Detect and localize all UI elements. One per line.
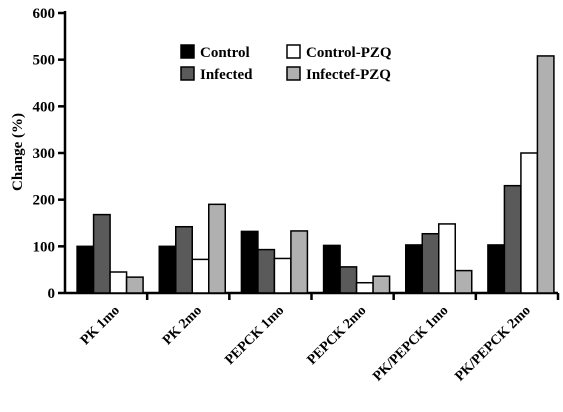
bar-infectef-pzq [125, 276, 144, 294]
y-tick-label: 300 [33, 146, 56, 162]
y-tick-label: 200 [33, 193, 56, 209]
bars-layer [76, 55, 555, 294]
bar-control-pzq [438, 223, 456, 294]
bar-infectef-pzq [372, 275, 391, 294]
legend-label: Control [200, 45, 250, 61]
legend-swatch [180, 66, 195, 81]
bar-control [76, 245, 95, 294]
x-tick-label: PK 1mo [78, 303, 123, 348]
x-tick-label: PK 2mo [160, 303, 205, 348]
y-tick-label: 500 [33, 53, 56, 69]
bar-infected [175, 225, 193, 294]
legend-swatch [286, 66, 301, 81]
bar-control [405, 244, 423, 294]
legend-label: Control-PZQ [306, 45, 392, 61]
bar-control-pzq [191, 258, 210, 294]
bar-infected [421, 232, 440, 294]
y-tick-label: 600 [33, 6, 56, 22]
bar-infectef-pzq [536, 55, 555, 294]
bar-infected [503, 184, 522, 294]
legend-swatch [180, 44, 195, 59]
bar-infected [257, 248, 276, 294]
bar-control [158, 245, 177, 294]
bar-control-pzq [273, 257, 292, 294]
bar-control-pzq [520, 152, 539, 294]
x-tick-label: PK/PEPCK 1mo [370, 303, 451, 384]
legend-label: Infected [200, 67, 253, 83]
bar-infectef-pzq [454, 269, 473, 294]
bar-infected [339, 266, 358, 294]
legend-label: Infectef-PZQ [306, 67, 391, 83]
x-tick-label: PEPCK 2mo [305, 303, 370, 368]
y-tick-label: 400 [33, 99, 56, 115]
y-tick-label: 0 [48, 286, 56, 302]
bar-control [487, 244, 506, 294]
x-tick-label: PK/PEPCK 2mo [452, 303, 533, 384]
x-tick-label: PEPCK 1mo [222, 303, 287, 368]
bar-infected [92, 213, 111, 294]
legend-swatch [286, 44, 301, 59]
x-axis: PK 1mo PK 2mo PEPCK 1mo PEPCK 2mo PK/PEPCK 1… [65, 291, 560, 384]
y-axis: 0 100 200 300 400 500 600 [33, 6, 67, 302]
y-axis-title: Change (%) [10, 113, 26, 191]
bar-control-pzq [355, 281, 374, 294]
bar-infectef-pzq [208, 203, 226, 294]
bar-control [240, 230, 259, 294]
bar-control [322, 244, 341, 294]
legend: Control Infected Control-PZQ Infectef-PZQ [180, 44, 392, 83]
bar-infectef-pzq [290, 230, 309, 294]
bar-control-pzq [109, 271, 128, 294]
y-tick-label: 100 [33, 239, 56, 255]
